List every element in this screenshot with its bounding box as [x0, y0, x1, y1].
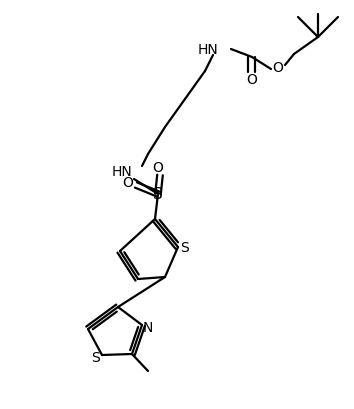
- Text: O: O: [122, 175, 133, 189]
- Text: O: O: [153, 161, 164, 175]
- Text: HN: HN: [197, 43, 218, 57]
- Text: O: O: [273, 61, 284, 75]
- Text: S: S: [153, 187, 163, 202]
- Text: S: S: [181, 240, 189, 254]
- Text: S: S: [91, 350, 99, 364]
- Text: HN: HN: [111, 164, 132, 179]
- Text: O: O: [247, 73, 257, 87]
- Text: N: N: [143, 320, 153, 334]
